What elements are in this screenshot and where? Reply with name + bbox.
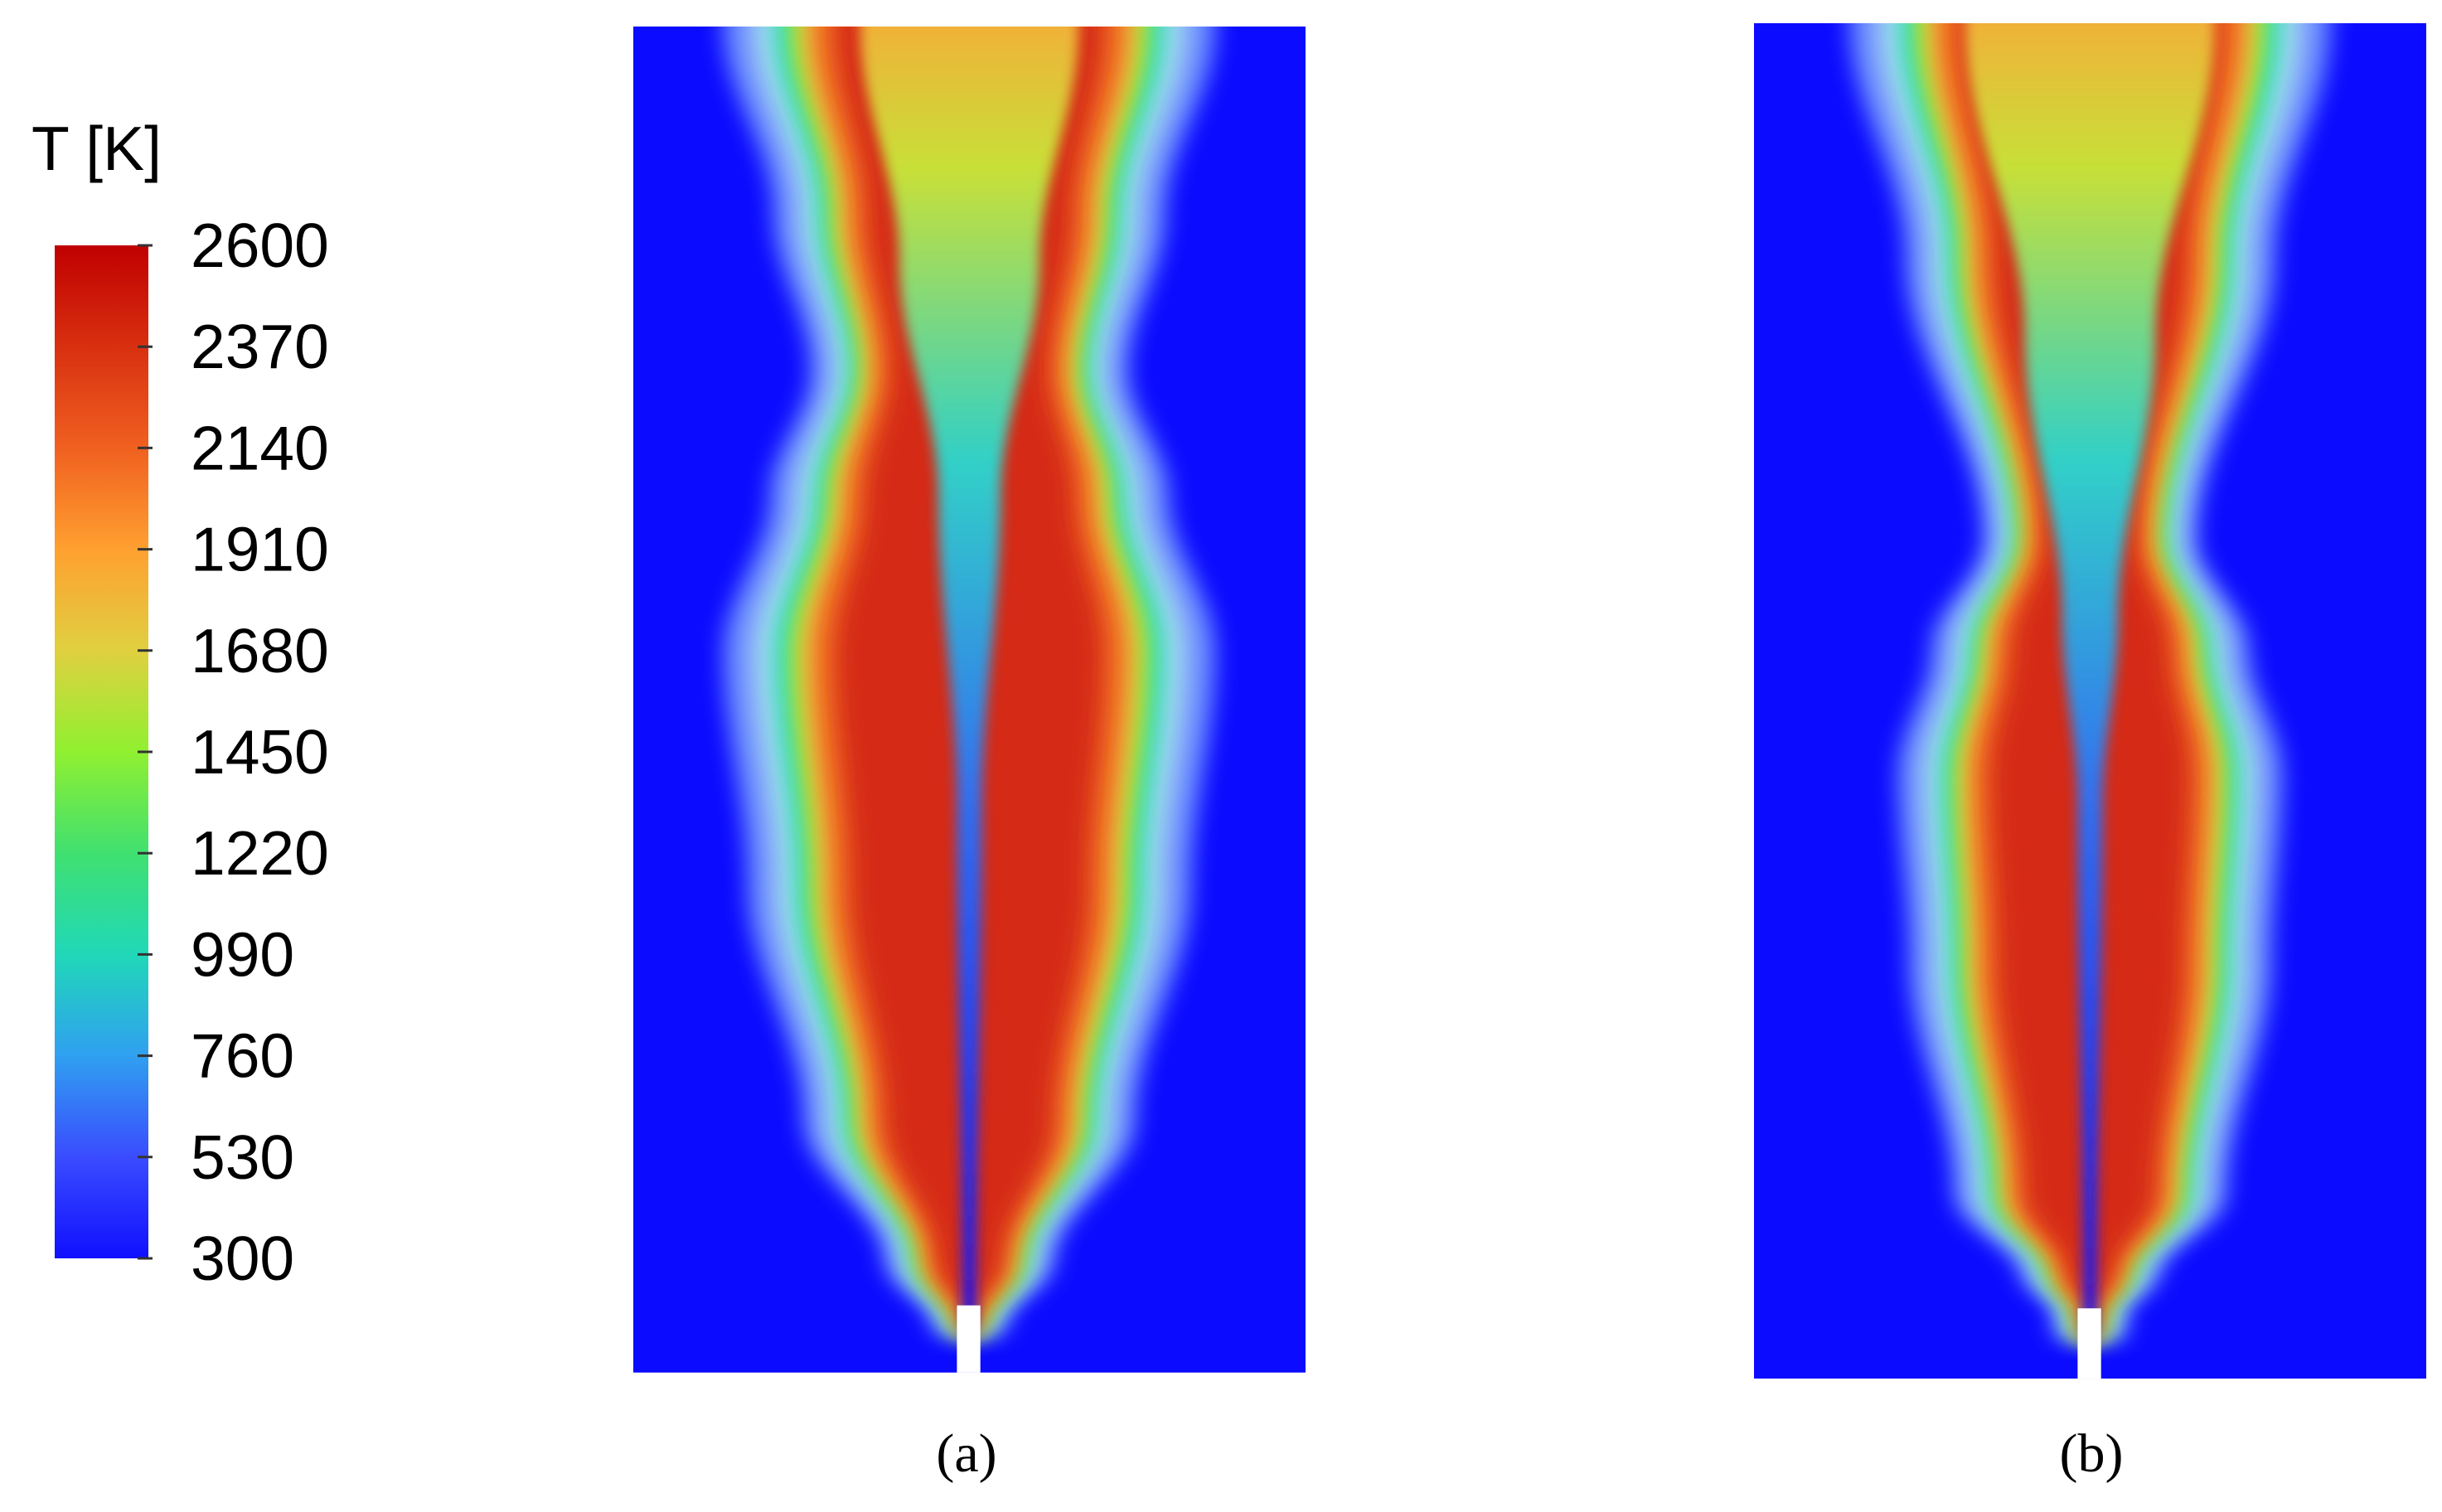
contour <box>633 27 1306 1373</box>
colorbar-ticks: 2600 2370 2140 1910 1680 1450 1220 990 760 530 300 <box>138 211 329 1293</box>
tick-label: 530 <box>191 1122 294 1192</box>
tick-label: 1680 <box>191 616 329 686</box>
tick-label: 1220 <box>191 818 329 888</box>
core <box>860 27 1079 1332</box>
core <box>1965 23 2216 1337</box>
colorbar-title: T [K] <box>31 114 162 183</box>
nozzle <box>957 1305 981 1373</box>
tick-label: 990 <box>191 919 294 989</box>
tick-label: 1450 <box>191 717 329 787</box>
tick-label: 760 <box>191 1021 294 1091</box>
tick-label: 2600 <box>191 211 329 280</box>
tick-label: 2140 <box>191 413 329 482</box>
tick-label: 300 <box>191 1224 294 1293</box>
panel-a <box>633 27 1306 1373</box>
contour <box>1754 23 2426 1379</box>
colorbar <box>55 245 148 1258</box>
tick-label: 2370 <box>191 312 329 381</box>
panel-b <box>1754 23 2426 1379</box>
panel-label: (b) <box>2060 1423 2124 1484</box>
nozzle <box>2077 1308 2101 1379</box>
panel-label: (a) <box>936 1423 996 1484</box>
tick-label: 1910 <box>191 515 329 584</box>
